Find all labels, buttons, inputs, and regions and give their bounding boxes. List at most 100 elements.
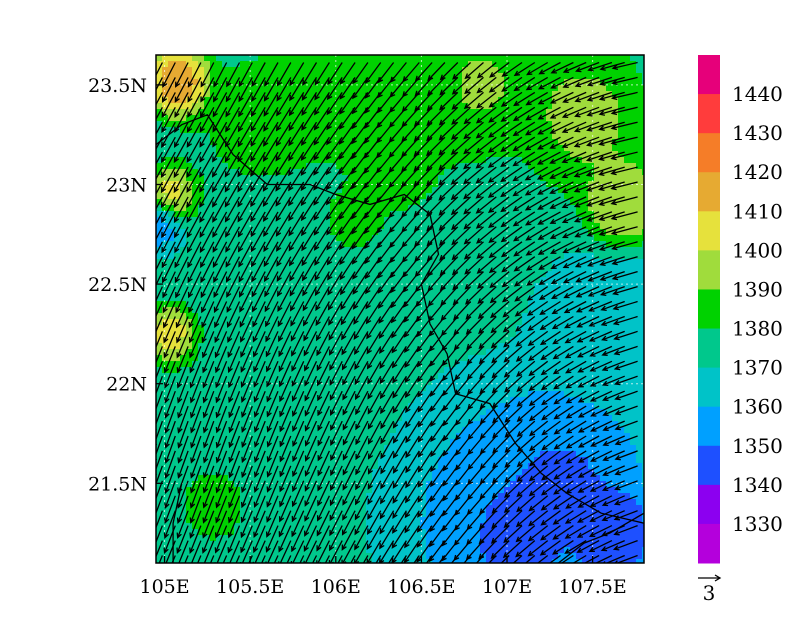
field-cell: [234, 61, 241, 68]
field-cell: [276, 163, 283, 170]
field-cell: [546, 61, 553, 68]
field-cell: [156, 313, 163, 320]
field-cell: [294, 169, 301, 176]
field-cell: [402, 163, 409, 170]
field-cell: [318, 373, 325, 380]
field-cell: [186, 73, 193, 80]
field-cell: [510, 97, 517, 104]
field-cell: [612, 337, 619, 344]
field-cell: [456, 247, 463, 254]
field-cell: [606, 247, 613, 254]
field-cell: [570, 409, 577, 416]
field-cell: [504, 175, 511, 182]
field-cell: [606, 187, 613, 194]
field-cell: [228, 247, 235, 254]
field-cell: [462, 91, 469, 98]
field-cell: [342, 277, 349, 284]
field-cell: [246, 307, 253, 314]
field-cell: [186, 355, 193, 362]
field-cell: [264, 223, 271, 230]
field-cell: [468, 307, 475, 314]
field-cell: [486, 415, 493, 422]
field-cell: [234, 415, 241, 422]
field-cell: [378, 133, 385, 140]
field-cell: [588, 187, 595, 194]
field-cell: [348, 235, 355, 242]
field-cell: [324, 379, 331, 386]
field-cell: [180, 253, 187, 260]
field-cell: [366, 325, 373, 332]
field-cell: [576, 115, 583, 122]
field-cell: [240, 205, 247, 212]
field-cell: [456, 355, 463, 362]
field-cell: [438, 79, 445, 86]
field-cell: [552, 319, 559, 326]
field-cell: [342, 145, 349, 152]
field-cell: [174, 145, 181, 152]
field-cell: [468, 199, 475, 206]
field-cell: [270, 271, 277, 278]
field-cell: [594, 301, 601, 308]
field-cell: [420, 337, 427, 344]
field-cell: [384, 253, 391, 260]
field-cell: [342, 181, 349, 188]
field-cell: [330, 235, 337, 242]
field-cell: [384, 271, 391, 278]
field-cell: [294, 379, 301, 386]
field-cell: [162, 55, 169, 62]
field-cell: [168, 259, 175, 266]
field-cell: [612, 175, 619, 182]
field-cell: [432, 223, 439, 230]
field-cell: [516, 373, 523, 380]
field-cell: [300, 331, 307, 338]
field-cell: [420, 307, 427, 314]
field-cell: [432, 73, 439, 80]
field-cell: [486, 331, 493, 338]
field-cell: [420, 145, 427, 152]
field-cell: [384, 145, 391, 152]
field-cell: [204, 79, 211, 86]
field-cell: [558, 343, 565, 350]
field-cell: [456, 73, 463, 80]
field-cell: [186, 361, 193, 368]
field-cell: [636, 133, 643, 140]
field-cell: [252, 193, 259, 200]
field-cell: [528, 217, 535, 224]
field-cell: [540, 259, 547, 266]
field-cell: [420, 223, 427, 230]
field-cell: [414, 325, 421, 332]
field-cell: [360, 151, 367, 158]
field-cell: [522, 175, 529, 182]
field-cell: [318, 151, 325, 158]
field-cell: [420, 115, 427, 122]
field-cell: [222, 109, 229, 116]
field-cell: [246, 301, 253, 308]
field-cell: [348, 175, 355, 182]
field-cell: [438, 229, 445, 236]
field-cell: [522, 337, 529, 344]
field-cell: [624, 295, 631, 302]
field-cell: [354, 313, 361, 320]
field-cell: [450, 217, 457, 224]
field-cell: [174, 115, 181, 122]
field-cell: [624, 55, 631, 62]
field-cell: [522, 385, 529, 392]
field-cell: [594, 313, 601, 320]
field-cell: [618, 187, 625, 194]
field-cell: [618, 247, 625, 254]
field-cell: [246, 235, 253, 242]
field-cell: [480, 133, 487, 140]
field-cell: [174, 385, 181, 392]
field-cell: [588, 253, 595, 260]
field-cell: [612, 295, 619, 302]
field-cell: [306, 283, 313, 290]
field-cell: [462, 241, 469, 248]
field-cell: [246, 217, 253, 224]
field-cell: [624, 259, 631, 266]
field-cell: [162, 343, 169, 350]
field-cell: [516, 169, 523, 176]
field-cell: [564, 295, 571, 302]
field-cell: [180, 271, 187, 278]
field-cell: [564, 265, 571, 272]
field-cell: [402, 109, 409, 116]
